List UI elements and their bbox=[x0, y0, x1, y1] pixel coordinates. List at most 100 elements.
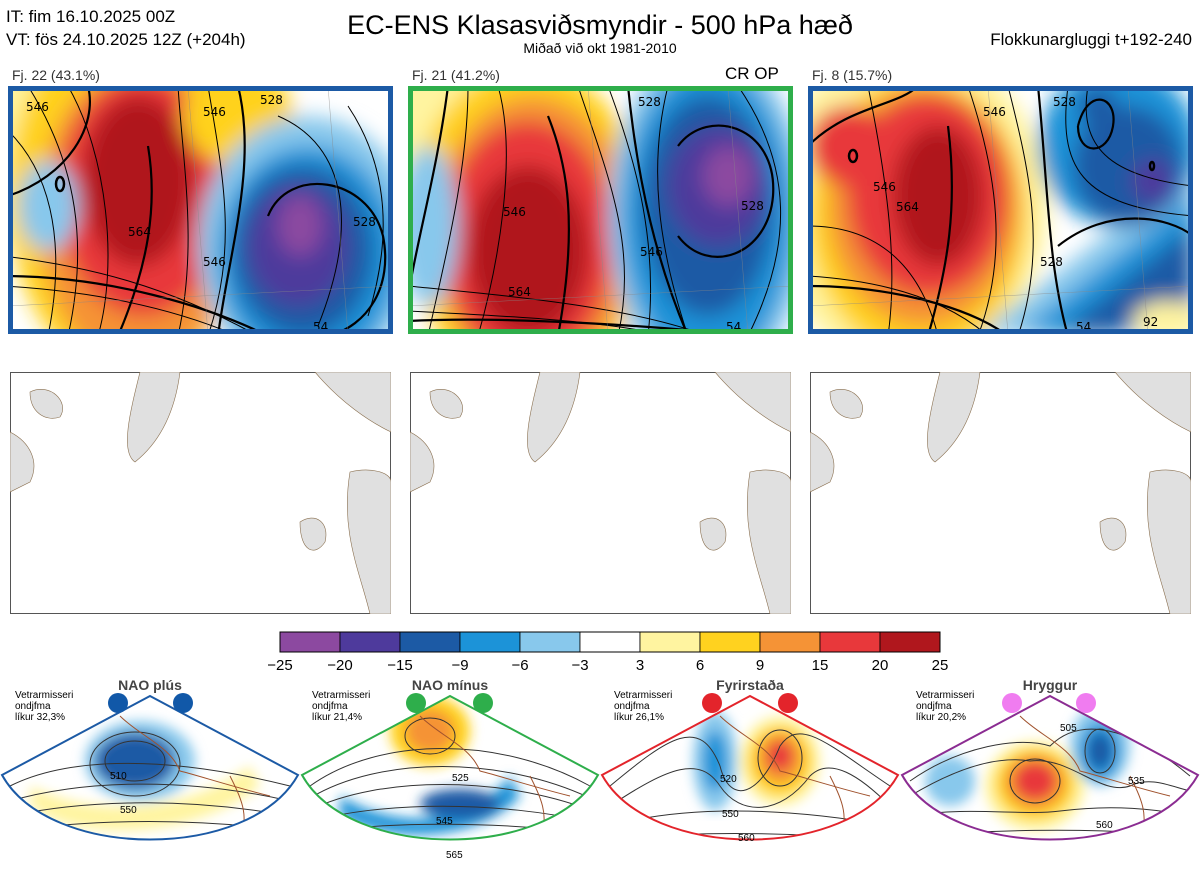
cluster-1-contour-label: 528 bbox=[353, 215, 376, 229]
regime-contour-label: 550 bbox=[722, 809, 739, 820]
colorbar-tick-label: 25 bbox=[932, 657, 949, 674]
colorbar-tick-label: −25 bbox=[267, 657, 292, 674]
colorbar-swatch bbox=[279, 631, 341, 653]
colorbar-swatch bbox=[759, 631, 821, 653]
regime-blocking-months: ondjfma bbox=[614, 701, 650, 712]
regime-nao-plus-dot bbox=[108, 693, 128, 713]
cluster-2-border bbox=[408, 86, 793, 334]
regime-contour-label: 525 bbox=[452, 773, 469, 784]
colorbar-swatch bbox=[879, 631, 941, 653]
regime-ridge-border bbox=[900, 694, 1200, 841]
colorbar-tick-label: −6 bbox=[511, 657, 528, 674]
colorbar-tick-label: −20 bbox=[327, 657, 352, 674]
regime-contour-label: 505 bbox=[1060, 723, 1077, 734]
regime-nao-plus-probability: líkur 32,3% bbox=[15, 712, 65, 723]
cluster-3-contour-label: 528 bbox=[1053, 95, 1076, 109]
cluster-2-contour-label: 528 bbox=[741, 199, 764, 213]
regime-nao-minus: NAO mínus Vetrarmisseri ondjfma líkur 21… bbox=[300, 677, 600, 861]
colorbar-swatch bbox=[639, 631, 701, 653]
regime-ridge-name: Hryggur bbox=[1023, 677, 1078, 693]
cluster-1-contour-label: 546 bbox=[203, 255, 226, 269]
cluster-1-contour-label: 546 bbox=[26, 100, 49, 114]
regime-contour-label: 560 bbox=[738, 833, 755, 844]
cluster-1-contour-label: 528 bbox=[260, 93, 283, 107]
cluster-1-label: Fj. 22 (43.1%) bbox=[12, 67, 100, 83]
regime-ridge-dot bbox=[1002, 693, 1022, 713]
colorbar-tick-label: −15 bbox=[387, 657, 412, 674]
regime-nao-minus-dot bbox=[406, 693, 426, 713]
regime-nao-minus-dot bbox=[473, 693, 493, 713]
cluster-2-contour-label: 528 bbox=[638, 95, 661, 109]
cluster-1-contour-label: 564 bbox=[128, 225, 151, 239]
colorbar-swatch bbox=[519, 631, 581, 653]
cluster-2-contour-label: 546 bbox=[640, 245, 663, 259]
regime-nao-plus-months: ondjfma bbox=[15, 701, 51, 712]
regime-ridge-dot bbox=[1076, 693, 1096, 713]
regime-nao-plus-dot bbox=[173, 693, 193, 713]
cluster-3-contour-label: 546 bbox=[983, 105, 1006, 119]
cluster-2-contour-label: 564 bbox=[508, 285, 531, 299]
colorbar-tick-label: 15 bbox=[812, 657, 829, 674]
regime-nao-plus-border bbox=[0, 694, 300, 841]
regime-contour-label: 545 bbox=[436, 816, 453, 827]
regime-contour-label: 550 bbox=[120, 805, 137, 816]
regime-contour-label: 510 bbox=[110, 771, 127, 782]
cluster-3-contour-label: 528 bbox=[1040, 255, 1063, 269]
cluster-2-map: 546 564 528 546 54 528 bbox=[408, 86, 793, 334]
cluster-1-border bbox=[8, 86, 393, 334]
regime-ridge-months: ondjfma bbox=[916, 701, 952, 712]
regime-nao-minus-border bbox=[300, 694, 600, 841]
cluster-3-label: Fj. 8 (15.7%) bbox=[812, 67, 893, 83]
regime-nao-minus-season: Vetrarmisseri bbox=[312, 690, 370, 701]
colorbar-tick-label: 6 bbox=[696, 657, 704, 674]
regime-ridge: Hryggur Vetrarmisseri ondjfma líkur 20,2… bbox=[900, 677, 1200, 841]
colorbar-tick-label: −9 bbox=[451, 657, 468, 674]
regime-blocking-season: Vetrarmisseri bbox=[614, 690, 672, 701]
regime-blocking-dot bbox=[702, 693, 722, 713]
colorbar-swatch bbox=[579, 631, 641, 653]
regime-blocking-dot bbox=[778, 693, 798, 713]
page-subtitle: Miðað við okt 1981-2010 bbox=[523, 40, 677, 56]
blank-basemap-1 bbox=[10, 372, 391, 614]
regime-nao-plus-season: Vetrarmisseri bbox=[15, 690, 73, 701]
cluster-3-contour-label: 546 bbox=[873, 180, 896, 194]
cluster-2-cr-op: CR OP bbox=[725, 64, 779, 83]
regime-blocking-name: Fyrirstaða bbox=[716, 677, 784, 693]
page-title: EC-ENS Klasasviðsmyndir - 500 hPa hæð bbox=[347, 10, 853, 40]
cluster-1-contour-label: 546 bbox=[203, 105, 226, 119]
blank-basemap-2 bbox=[410, 372, 791, 614]
regime-ridge-probability: líkur 20,2% bbox=[916, 712, 966, 723]
colorbar-swatch bbox=[459, 631, 521, 653]
cluster-1-map: 546 564 546 528 546 528 54 bbox=[8, 86, 393, 334]
cluster-2-contour-label: 546 bbox=[503, 205, 526, 219]
colorbar-tick-label: 20 bbox=[872, 657, 889, 674]
regime-blocking-border bbox=[600, 694, 900, 841]
regime-contour-label: 520 bbox=[720, 774, 737, 785]
colorbar-swatch bbox=[399, 631, 461, 653]
regime-blocking-probability: líkur 26,1% bbox=[614, 712, 664, 723]
regime-nao-plus-name: NAO plús bbox=[118, 677, 182, 693]
cluster-3-border bbox=[808, 86, 1193, 334]
colorbar-tick-label: 3 bbox=[636, 657, 644, 674]
cluster-3-map: 546 564 546 528 54 528 92 bbox=[808, 86, 1193, 334]
colorbar-tick-label: −3 bbox=[571, 657, 588, 674]
regime-contour-label: 535 bbox=[1128, 776, 1145, 787]
colorbar-swatch bbox=[819, 631, 881, 653]
regime-contour-label: 560 bbox=[1096, 820, 1113, 831]
regime-blocking: Fyrirstaða Vetrarmisseri ondjfma líkur 2… bbox=[600, 677, 900, 844]
valid-time: VT: fös 24.10.2025 12Z (+204h) bbox=[6, 30, 246, 49]
regime-nao-minus-name: NAO mínus bbox=[412, 677, 488, 693]
regime-nao-minus-probability: líkur 21,4% bbox=[312, 712, 362, 723]
classification-window: Flokkunargluggi t+192-240 bbox=[990, 30, 1192, 49]
regime-ridge-season: Vetrarmisseri bbox=[916, 690, 974, 701]
colorbar-swatch bbox=[699, 631, 761, 653]
regime-contour-label: 565 bbox=[446, 850, 463, 861]
initial-time: IT: fim 16.10.2025 00Z bbox=[6, 7, 176, 26]
colorbar: −25 −20 −15 −9 −6 −3 3 6 9 15 20 25 bbox=[267, 631, 949, 674]
cluster-2-label: Fj. 21 (41.2%) bbox=[412, 67, 500, 83]
cluster-3-contour-label: 564 bbox=[896, 200, 919, 214]
regime-nao-minus-months: ondjfma bbox=[312, 701, 348, 712]
colorbar-swatch bbox=[339, 631, 401, 653]
regime-nao-plus: NAO plús Vetrarmisseri ondjfma líkur 32,… bbox=[0, 677, 300, 841]
blank-basemap-3 bbox=[810, 372, 1191, 614]
